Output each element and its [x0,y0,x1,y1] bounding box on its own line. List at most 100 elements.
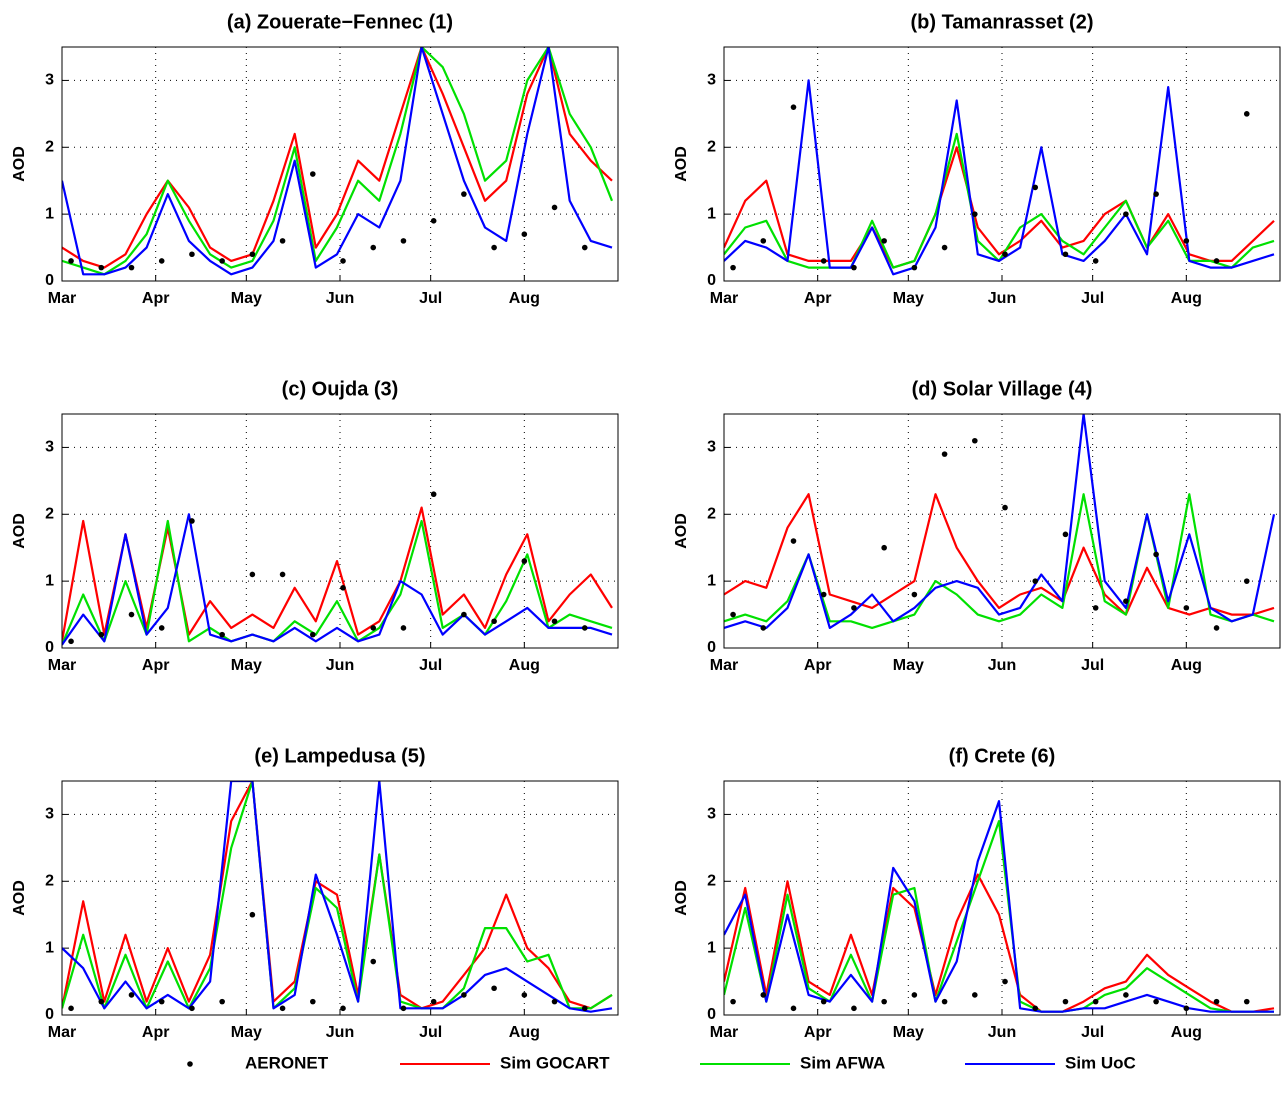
series-line [62,47,614,276]
aeronet-point [219,631,225,638]
x-tick-label: Jun [988,657,1016,674]
y-tick-label: 1 [707,572,716,589]
x-tick-label: Apr [142,290,170,307]
panel-title: (e) Lampedusa (5) [254,745,425,767]
panel-title: (b) Tamanrasset (2) [910,11,1093,33]
aeronet-point [941,244,948,251]
x-tick-label: Aug [1171,657,1202,674]
x-tick-label: Jun [988,1024,1016,1041]
aeronet-point [430,998,437,1005]
aeronet-point [881,998,887,1005]
aeronet-point [1213,258,1220,264]
panel-title: (a) Zouerate−Fennec (1) [227,11,453,33]
y-tick-label: 1 [45,572,54,589]
aeronet-point [881,238,887,244]
aeronet-point [1123,992,1129,998]
x-tick-label: May [231,657,262,674]
aeronet-point [158,998,165,1005]
aeronet-point [790,538,797,544]
series-line [724,873,1275,1013]
aeronet-point [68,638,74,645]
x-tick-label: May [893,657,924,674]
series-line [62,781,613,1013]
y-tick-label: 1 [707,205,716,222]
panel: (c) Oujda (3) AOD 0 1 2 3 Mar Apr May Jun Jul Aug [11,378,619,674]
aeronet-point [400,625,407,631]
series-line [724,414,1276,629]
aeronet-point [551,618,558,625]
aeronet-point [820,998,827,1005]
y-axis-label: AOD [11,513,28,549]
aeronet-point [1062,998,1069,1005]
aeronet-point [551,204,558,211]
aeronet-point [1243,578,1250,584]
aeronet-point [941,451,948,457]
y-tick-label: 3 [707,806,716,823]
aeronet-point [98,631,105,638]
aeronet-point [1213,998,1220,1005]
aeronet-point [189,518,195,524]
aeronet-point [98,998,105,1005]
aeronet-point [790,1005,797,1012]
y-tick-label: 2 [707,873,716,890]
y-tick-label: 0 [45,639,54,656]
aeronet-point [1243,998,1250,1005]
aeronet-point [400,1005,407,1012]
x-tick-label: Jul [1081,657,1104,674]
aeronet-point [310,631,316,638]
y-axis-label: AOD [673,513,690,549]
x-tick-label: Jun [326,1024,354,1041]
aeronet-point [911,264,918,271]
aeronet-point [1123,211,1129,217]
x-tick-label: Jul [1081,1024,1104,1041]
series-line [62,513,613,646]
panel: (b) Tamanrasset (2) AOD 0 1 2 3 Mar Apr May Jun Ju… [673,11,1281,307]
x-tick-label: Apr [142,657,170,674]
aeronet-point [820,591,827,598]
x-tick-label: Jul [419,290,442,307]
series-line [62,781,613,1010]
y-tick-label: 3 [707,72,716,89]
aeronet-point [279,1005,286,1012]
aeronet-point [279,571,286,578]
aeronet-point [730,264,736,271]
aeronet-point [1213,625,1220,631]
aeronet-point [1032,578,1039,584]
aeronet-point [911,591,918,598]
aeronet-point [430,218,437,224]
aeronet-point [1183,238,1190,244]
y-tick-label: 3 [45,439,54,456]
aeronet-point [911,992,918,998]
series-line [62,47,613,276]
x-tick-label: Jul [419,1024,442,1041]
series-line [62,781,613,1010]
aeronet-point [310,171,316,177]
legend-label: AERONET [245,1053,329,1072]
y-tick-label: 2 [45,506,54,523]
aeronet-point [1153,191,1159,197]
x-tick-label: Jun [988,290,1016,307]
aeronet-point [581,1005,588,1012]
series-line [62,47,613,269]
y-tick-label: 2 [707,139,716,156]
aeronet-point [340,585,346,591]
plot-area [62,47,614,276]
aeronet-point [551,998,558,1005]
axes-frame [723,46,1281,282]
legend-entry: AERONET [187,1053,329,1072]
aeronet-point [972,437,978,444]
plot-area [724,79,1275,276]
aeronet-point [581,625,588,631]
y-tick-label: 3 [45,72,54,89]
aeronet-point [370,244,377,251]
aeronet-point [820,258,827,264]
y-tick-label: 0 [707,1006,716,1023]
series-line [724,79,1275,276]
aeronet-point [1032,1005,1039,1012]
aeronet-point [189,251,195,258]
x-tick-label: May [231,290,262,307]
y-tick-label: 1 [707,939,716,956]
y-axis-label: AOD [11,880,28,916]
aeronet-point [1092,605,1099,611]
